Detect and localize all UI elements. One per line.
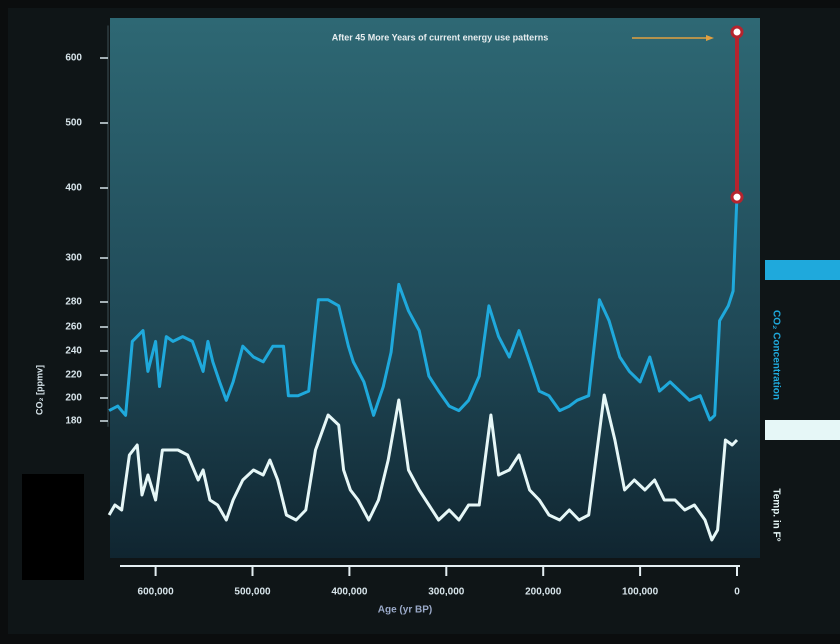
projection-point	[732, 27, 742, 37]
x-tick-label: 600,000	[138, 587, 175, 598]
y-tick-label: 400	[65, 183, 82, 194]
y-tick-label: 220	[65, 370, 82, 381]
x-tick-label: 200,000	[525, 587, 562, 598]
y-tick-label: 200	[65, 393, 82, 404]
y-tick-label: 300	[65, 253, 82, 264]
legend-swatch	[765, 420, 840, 440]
plot-area	[110, 18, 760, 558]
y-axis-title: CO₂ [ppmv]	[34, 365, 44, 415]
chart: After 45 More Years of current energy us…	[0, 0, 840, 644]
y-tick-label: 600	[65, 53, 82, 64]
x-tick-label: 300,000	[428, 587, 465, 598]
legend-swatch	[765, 260, 840, 280]
y-tick-label: 260	[65, 322, 82, 333]
x-tick-label: 100,000	[622, 587, 659, 598]
x-axis-title: Age (yr BP)	[378, 605, 432, 616]
projection-point	[732, 192, 742, 202]
x-tick-label: 500,000	[234, 587, 271, 598]
y-tick-label: 500	[65, 118, 82, 129]
y-tick-label: 240	[65, 346, 82, 357]
x-tick-label: 0	[734, 587, 740, 598]
y-tick-label: 280	[65, 297, 82, 308]
x-tick-label: 400,000	[331, 587, 368, 598]
legend-label: CO₂ Concentration	[770, 310, 781, 400]
legend-label: Temp. in F°	[770, 488, 781, 541]
annotation: After 45 More Years of current energy us…	[332, 32, 548, 42]
y-tick-label: 180	[65, 416, 82, 427]
occluder	[22, 474, 84, 580]
